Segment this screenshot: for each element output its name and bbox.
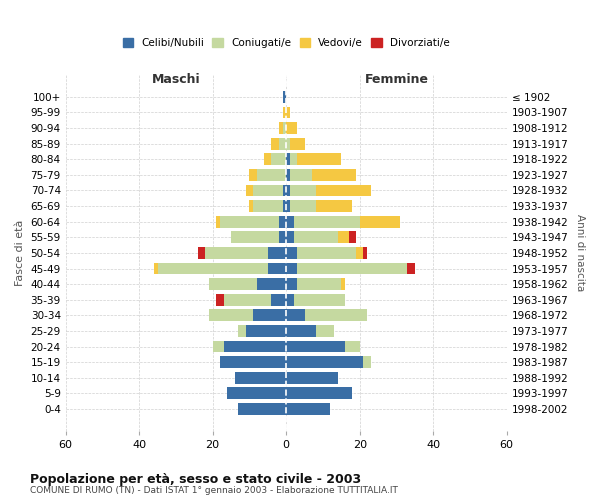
Bar (286, 154, 290, 165)
Bar (283, 200, 286, 212)
Text: Femmine: Femmine (364, 73, 428, 86)
Bar (364, 247, 367, 259)
Bar (297, 247, 356, 259)
Bar (290, 200, 316, 212)
Bar (268, 262, 286, 274)
Bar (271, 138, 279, 149)
Bar (271, 154, 286, 165)
Text: COMUNE DI RUMO (TN) - Dati ISTAT 1° gennaio 2003 - Elaborazione TUTTITALIA.IT: COMUNE DI RUMO (TN) - Dati ISTAT 1° genn… (30, 486, 398, 495)
Bar (246, 184, 253, 196)
Bar (198, 247, 205, 259)
Bar (290, 169, 312, 180)
Bar (250, 169, 257, 180)
Bar (257, 169, 286, 180)
Bar (283, 184, 286, 196)
Bar (312, 169, 356, 180)
Bar (286, 200, 290, 212)
Bar (286, 403, 331, 415)
Bar (246, 325, 286, 337)
Bar (224, 294, 271, 306)
Bar (257, 278, 286, 290)
Bar (154, 262, 158, 274)
Bar (268, 247, 286, 259)
Bar (293, 294, 345, 306)
Bar (286, 310, 305, 321)
Bar (286, 325, 316, 337)
Bar (250, 200, 253, 212)
Bar (286, 106, 290, 118)
Bar (279, 138, 286, 149)
Bar (297, 262, 407, 274)
Bar (360, 216, 400, 228)
Bar (286, 232, 293, 243)
Legend: Celibi/Nubili, Coniugati/e, Vedovi/e, Divorziati/e: Celibi/Nubili, Coniugati/e, Vedovi/e, Di… (118, 34, 454, 52)
Bar (286, 122, 297, 134)
Bar (283, 122, 286, 134)
Bar (290, 154, 297, 165)
Y-axis label: Anni di nascita: Anni di nascita (575, 214, 585, 292)
Bar (220, 216, 279, 228)
Bar (264, 154, 271, 165)
Bar (253, 310, 286, 321)
Bar (286, 184, 290, 196)
Bar (290, 138, 305, 149)
Bar (349, 232, 356, 243)
Bar (220, 356, 286, 368)
Bar (286, 278, 297, 290)
Bar (235, 372, 286, 384)
Bar (286, 216, 293, 228)
Bar (293, 232, 338, 243)
Bar (158, 262, 268, 274)
Bar (286, 262, 297, 274)
Bar (205, 247, 268, 259)
Bar (217, 216, 220, 228)
Bar (290, 184, 316, 196)
Bar (253, 200, 283, 212)
Text: Popolazione per età, sesso e stato civile - 2003: Popolazione per età, sesso e stato civil… (30, 472, 361, 486)
Bar (227, 388, 286, 399)
Bar (286, 356, 364, 368)
Bar (316, 200, 352, 212)
Bar (305, 310, 367, 321)
Bar (341, 278, 345, 290)
Bar (316, 325, 334, 337)
Bar (286, 247, 297, 259)
Bar (286, 138, 290, 149)
Bar (297, 278, 341, 290)
Bar (297, 154, 341, 165)
Bar (279, 216, 286, 228)
Bar (286, 340, 345, 352)
Bar (356, 247, 364, 259)
Bar (212, 340, 224, 352)
Bar (283, 91, 286, 102)
Bar (338, 232, 349, 243)
Bar (286, 388, 352, 399)
Bar (316, 184, 371, 196)
Bar (224, 340, 286, 352)
Text: Maschi: Maschi (152, 73, 200, 86)
Bar (238, 403, 286, 415)
Bar (209, 310, 253, 321)
Bar (364, 356, 371, 368)
Bar (279, 232, 286, 243)
Y-axis label: Fasce di età: Fasce di età (15, 220, 25, 286)
Bar (217, 294, 224, 306)
Bar (253, 184, 283, 196)
Bar (345, 340, 360, 352)
Bar (209, 278, 257, 290)
Bar (293, 216, 360, 228)
Bar (238, 325, 246, 337)
Bar (271, 294, 286, 306)
Bar (283, 106, 286, 118)
Bar (286, 169, 290, 180)
Bar (407, 262, 415, 274)
Bar (286, 294, 293, 306)
Bar (231, 232, 279, 243)
Bar (286, 372, 338, 384)
Bar (279, 122, 283, 134)
